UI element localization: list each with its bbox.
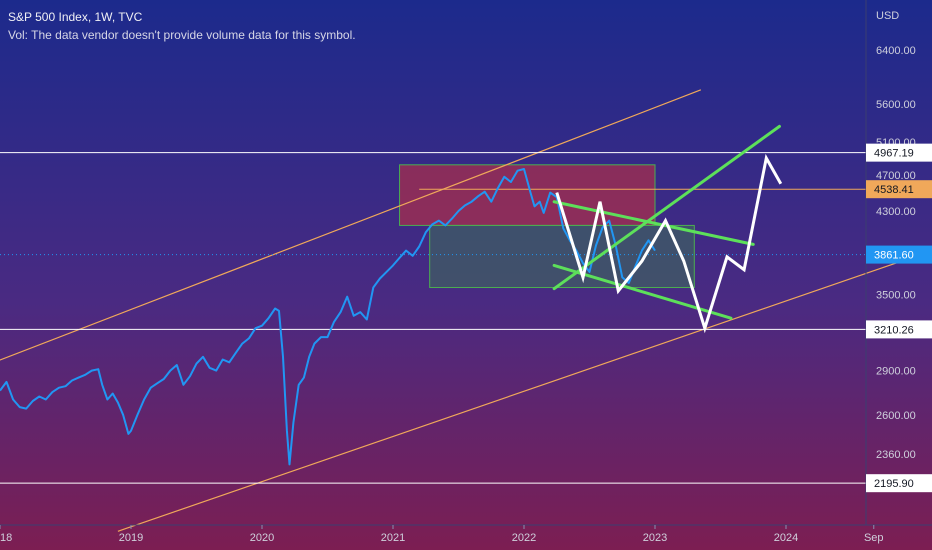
price-layer <box>0 168 656 466</box>
price-tags-layer: 4967.19 4538.41 3861.60 3210.26 2195.90 <box>866 143 932 493</box>
price-tag-label-4: 3210.26 <box>874 324 914 336</box>
channel-lower-line[interactable] <box>117 255 918 532</box>
time-tick-label: 2023 <box>643 532 667 544</box>
channel-layer <box>0 89 918 532</box>
time-tick-label: Sep <box>864 532 884 544</box>
price-tick-label: 2900.00 <box>876 366 916 378</box>
symbol-title[interactable]: S&P 500 Index, 1W, TVC <box>8 10 143 24</box>
price-tag-2 <box>866 180 932 199</box>
price-tick-label: 2360.00 <box>876 449 916 461</box>
currency-label: USD <box>876 10 899 22</box>
projection-path[interactable] <box>555 153 783 334</box>
price-tick-label: 4700.00 <box>876 170 916 182</box>
chart-legend: S&P 500 Index, 1W, TVC Vol: The data ven… <box>8 10 356 42</box>
price-tick-label: 2600.00 <box>876 410 916 422</box>
price-tag-label-3: 3861.60 <box>874 250 914 262</box>
time-tick-label: 2022 <box>512 532 536 544</box>
projection-layer <box>555 153 783 334</box>
price-tag-4 <box>866 320 932 339</box>
zone-2[interactable] <box>429 224 695 289</box>
price-tick-label: 5600.00 <box>876 99 916 111</box>
time-tick-label: 2021 <box>381 532 405 544</box>
time-tick-label: 2020 <box>250 532 274 544</box>
price-tick-label: 3500.00 <box>876 289 916 301</box>
volume-note: Vol: The data vendor doesn't provide vol… <box>8 28 356 42</box>
price-tag-label-1: 4967.19 <box>874 148 914 160</box>
time-tick-label: 2019 <box>119 532 143 544</box>
time-axis[interactable]: 2018 2019 2020 2021 2022 2023 2024 Sep <box>0 525 884 544</box>
time-tick-label: 2024 <box>774 532 798 544</box>
price-tick-label: 4300.00 <box>876 206 916 218</box>
price-tag-label-2: 4538.41 <box>874 184 914 196</box>
price-tag-1 <box>866 143 932 162</box>
price-tag-5 <box>866 474 932 493</box>
levels-layer <box>0 152 866 484</box>
zones-layer <box>399 164 695 289</box>
channel-upper-line[interactable] <box>0 89 702 365</box>
time-tick-label: 2018 <box>0 532 12 544</box>
price-line[interactable] <box>0 168 656 466</box>
trendline-2[interactable] <box>552 200 755 246</box>
price-tag-label-5: 2195.90 <box>874 478 914 490</box>
price-tick-label: 6400.00 <box>876 45 916 57</box>
price-tag-3 <box>866 245 932 264</box>
trendline-1[interactable] <box>552 124 781 291</box>
